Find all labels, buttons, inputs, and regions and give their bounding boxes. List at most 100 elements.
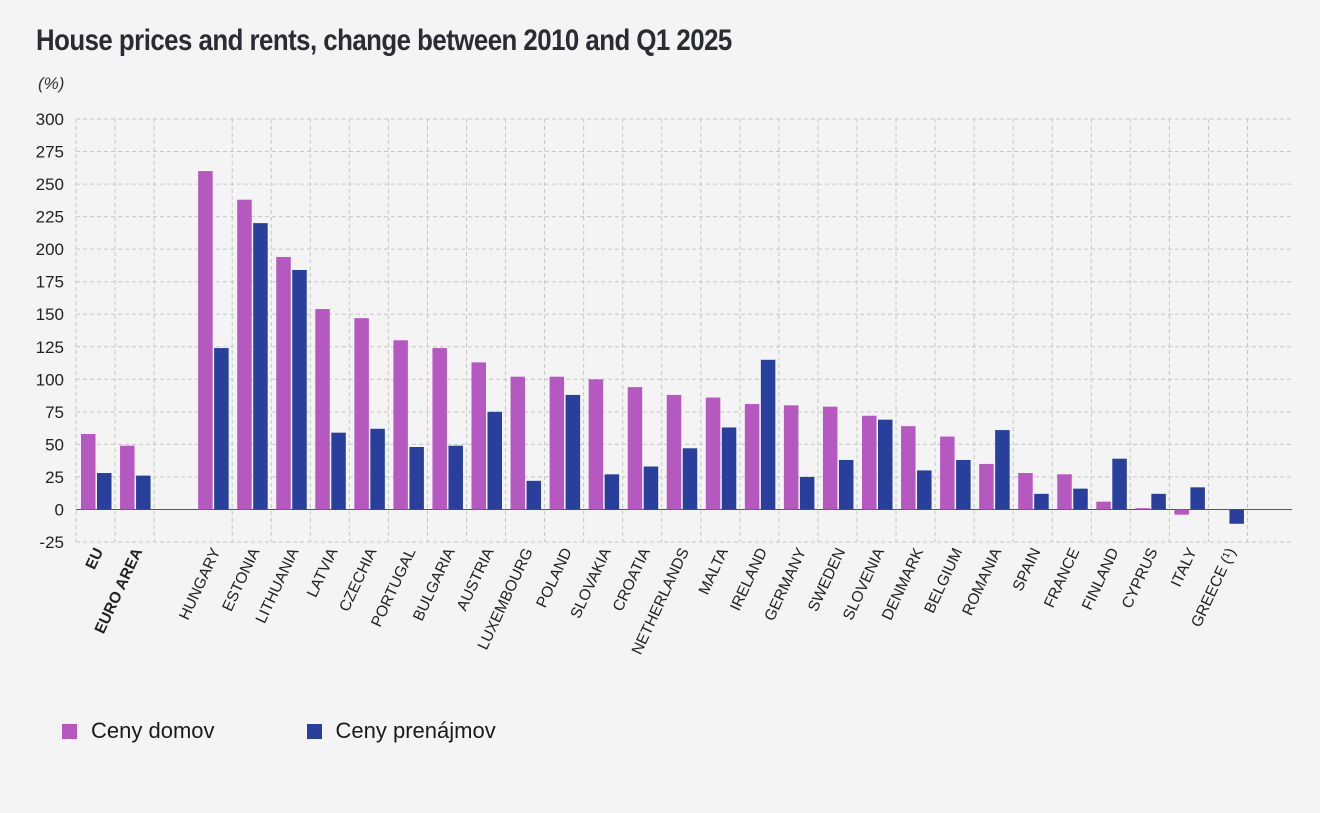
- bar-rents: [917, 470, 932, 510]
- x-tick-label: BELGIUM: [921, 546, 966, 616]
- x-tick-label: POLAND: [533, 546, 575, 611]
- bar-rents: [995, 430, 1010, 510]
- bar-house-prices: [471, 362, 486, 510]
- chart-title: House prices and rents, change between 2…: [36, 24, 732, 57]
- bar-house-prices: [510, 376, 526, 510]
- x-tick-label: IRELAND: [727, 546, 771, 614]
- legend-label-house-prices: Ceny domov: [91, 718, 215, 743]
- bar-rents: [331, 432, 346, 510]
- x-tick-label: EU: [83, 546, 108, 573]
- bar-rents: [682, 448, 698, 510]
- x-tick-label: AUSTRIA: [454, 545, 498, 614]
- y-tick-label: 175: [36, 273, 64, 292]
- bar-rents: [721, 427, 737, 510]
- x-tick-label: SPAIN: [1010, 546, 1045, 594]
- bar-house-prices: [822, 406, 838, 510]
- x-tick-label: HUNGARY: [176, 546, 224, 623]
- bar-rents: [956, 460, 971, 510]
- x-tick-label: ROMANIA: [959, 545, 1005, 618]
- bar-rents: [97, 473, 112, 510]
- x-tick-label: ITALY: [1168, 546, 1201, 590]
- bar-house-prices: [393, 340, 408, 510]
- bar-rents: [799, 476, 815, 510]
- y-tick-label: 150: [36, 305, 64, 324]
- bar-house-prices: [315, 309, 330, 510]
- bar-house-prices: [666, 394, 682, 510]
- bar-rents: [370, 428, 385, 510]
- bar-house-prices: [901, 426, 916, 510]
- bar-rents: [1034, 493, 1049, 510]
- bar-rents: [643, 466, 659, 510]
- bar-house-prices: [1096, 501, 1111, 510]
- bar-rents: [409, 446, 424, 510]
- bar-rents: [526, 480, 542, 510]
- bar-house-prices: [432, 348, 447, 510]
- y-tick-label: 50: [45, 435, 64, 454]
- bar-house-prices: [940, 436, 955, 510]
- bar-rents: [136, 475, 151, 510]
- y-tick-label: 100: [36, 370, 64, 389]
- x-tick-label: ESTONIA: [219, 545, 263, 614]
- bar-rents: [1151, 493, 1166, 510]
- x-tick-label: CROATIA: [610, 545, 654, 614]
- bar-house-prices: [1018, 473, 1033, 510]
- x-tick-label: FRANCE: [1041, 546, 1083, 611]
- bar-house-prices: [276, 256, 291, 510]
- bar-house-prices: [627, 387, 643, 510]
- legend: Ceny domov Ceny prenájmov: [62, 718, 496, 744]
- bar-rents: [604, 474, 620, 510]
- y-tick-label: 125: [36, 338, 64, 357]
- bar-house-prices: [81, 433, 96, 510]
- bar-house-prices: [237, 199, 252, 510]
- legend-label-rents: Ceny prenájmov: [335, 718, 496, 743]
- legend-swatch-rents: [306, 723, 322, 739]
- y-tick-label: -25: [39, 533, 64, 552]
- bar-house-prices: [1057, 474, 1072, 510]
- bar-rents: [878, 419, 893, 510]
- x-tick-label: CYPRUS: [1119, 546, 1162, 612]
- x-tick-label: LATVIA: [304, 545, 342, 600]
- y-tick-label: 275: [36, 143, 64, 162]
- x-tick-label: MALTA: [696, 545, 733, 598]
- bar-rents: [292, 269, 307, 510]
- y-tick-label: 300: [36, 110, 64, 129]
- bar-rents: [565, 394, 581, 510]
- bar-rents: [253, 223, 268, 510]
- y-tick-label: 75: [45, 403, 64, 422]
- bar-rents: [448, 445, 463, 510]
- y-tick-label: 250: [36, 175, 64, 194]
- y-tick-label: 0: [55, 500, 64, 519]
- bar-house-prices: [588, 379, 604, 510]
- bar-rents: [487, 411, 502, 510]
- bar-rents: [760, 359, 776, 510]
- bar-house-prices: [354, 318, 369, 510]
- bar-house-prices: [862, 415, 877, 510]
- x-tick-label: SLOVAKIA: [567, 545, 615, 621]
- x-tick-label: FINLAND: [1079, 546, 1122, 613]
- bar-house-prices: [744, 404, 760, 510]
- y-tick-label: 25: [45, 468, 64, 487]
- x-tick-label: CZECHIA: [336, 545, 380, 614]
- bar-rents: [838, 460, 854, 510]
- x-tick-label: SWEDEN: [805, 546, 849, 615]
- bar-rents: [1073, 488, 1088, 510]
- bar-house-prices: [1135, 508, 1150, 510]
- y-axis-unit-label: (%): [38, 74, 65, 93]
- bar-rents: [214, 348, 229, 510]
- legend-item-rents: Ceny prenájmov: [306, 718, 496, 744]
- bar-house-prices: [120, 445, 135, 510]
- legend-item-house-prices: Ceny domov: [62, 718, 215, 744]
- bar-rents: [1112, 458, 1127, 510]
- legend-swatch-house-prices: [62, 723, 77, 739]
- bar-house-prices: [1174, 509, 1189, 515]
- bar-house-prices: [979, 463, 994, 510]
- bar-house-prices: [783, 405, 799, 510]
- bar-house-prices: [549, 376, 565, 510]
- y-tick-label: 200: [36, 240, 64, 259]
- y-tick-label: 225: [36, 208, 64, 227]
- bar-rents: [1190, 487, 1205, 510]
- bar-house-prices: [198, 171, 213, 510]
- bar-house-prices: [705, 397, 721, 510]
- bar-rents: [1229, 509, 1244, 524]
